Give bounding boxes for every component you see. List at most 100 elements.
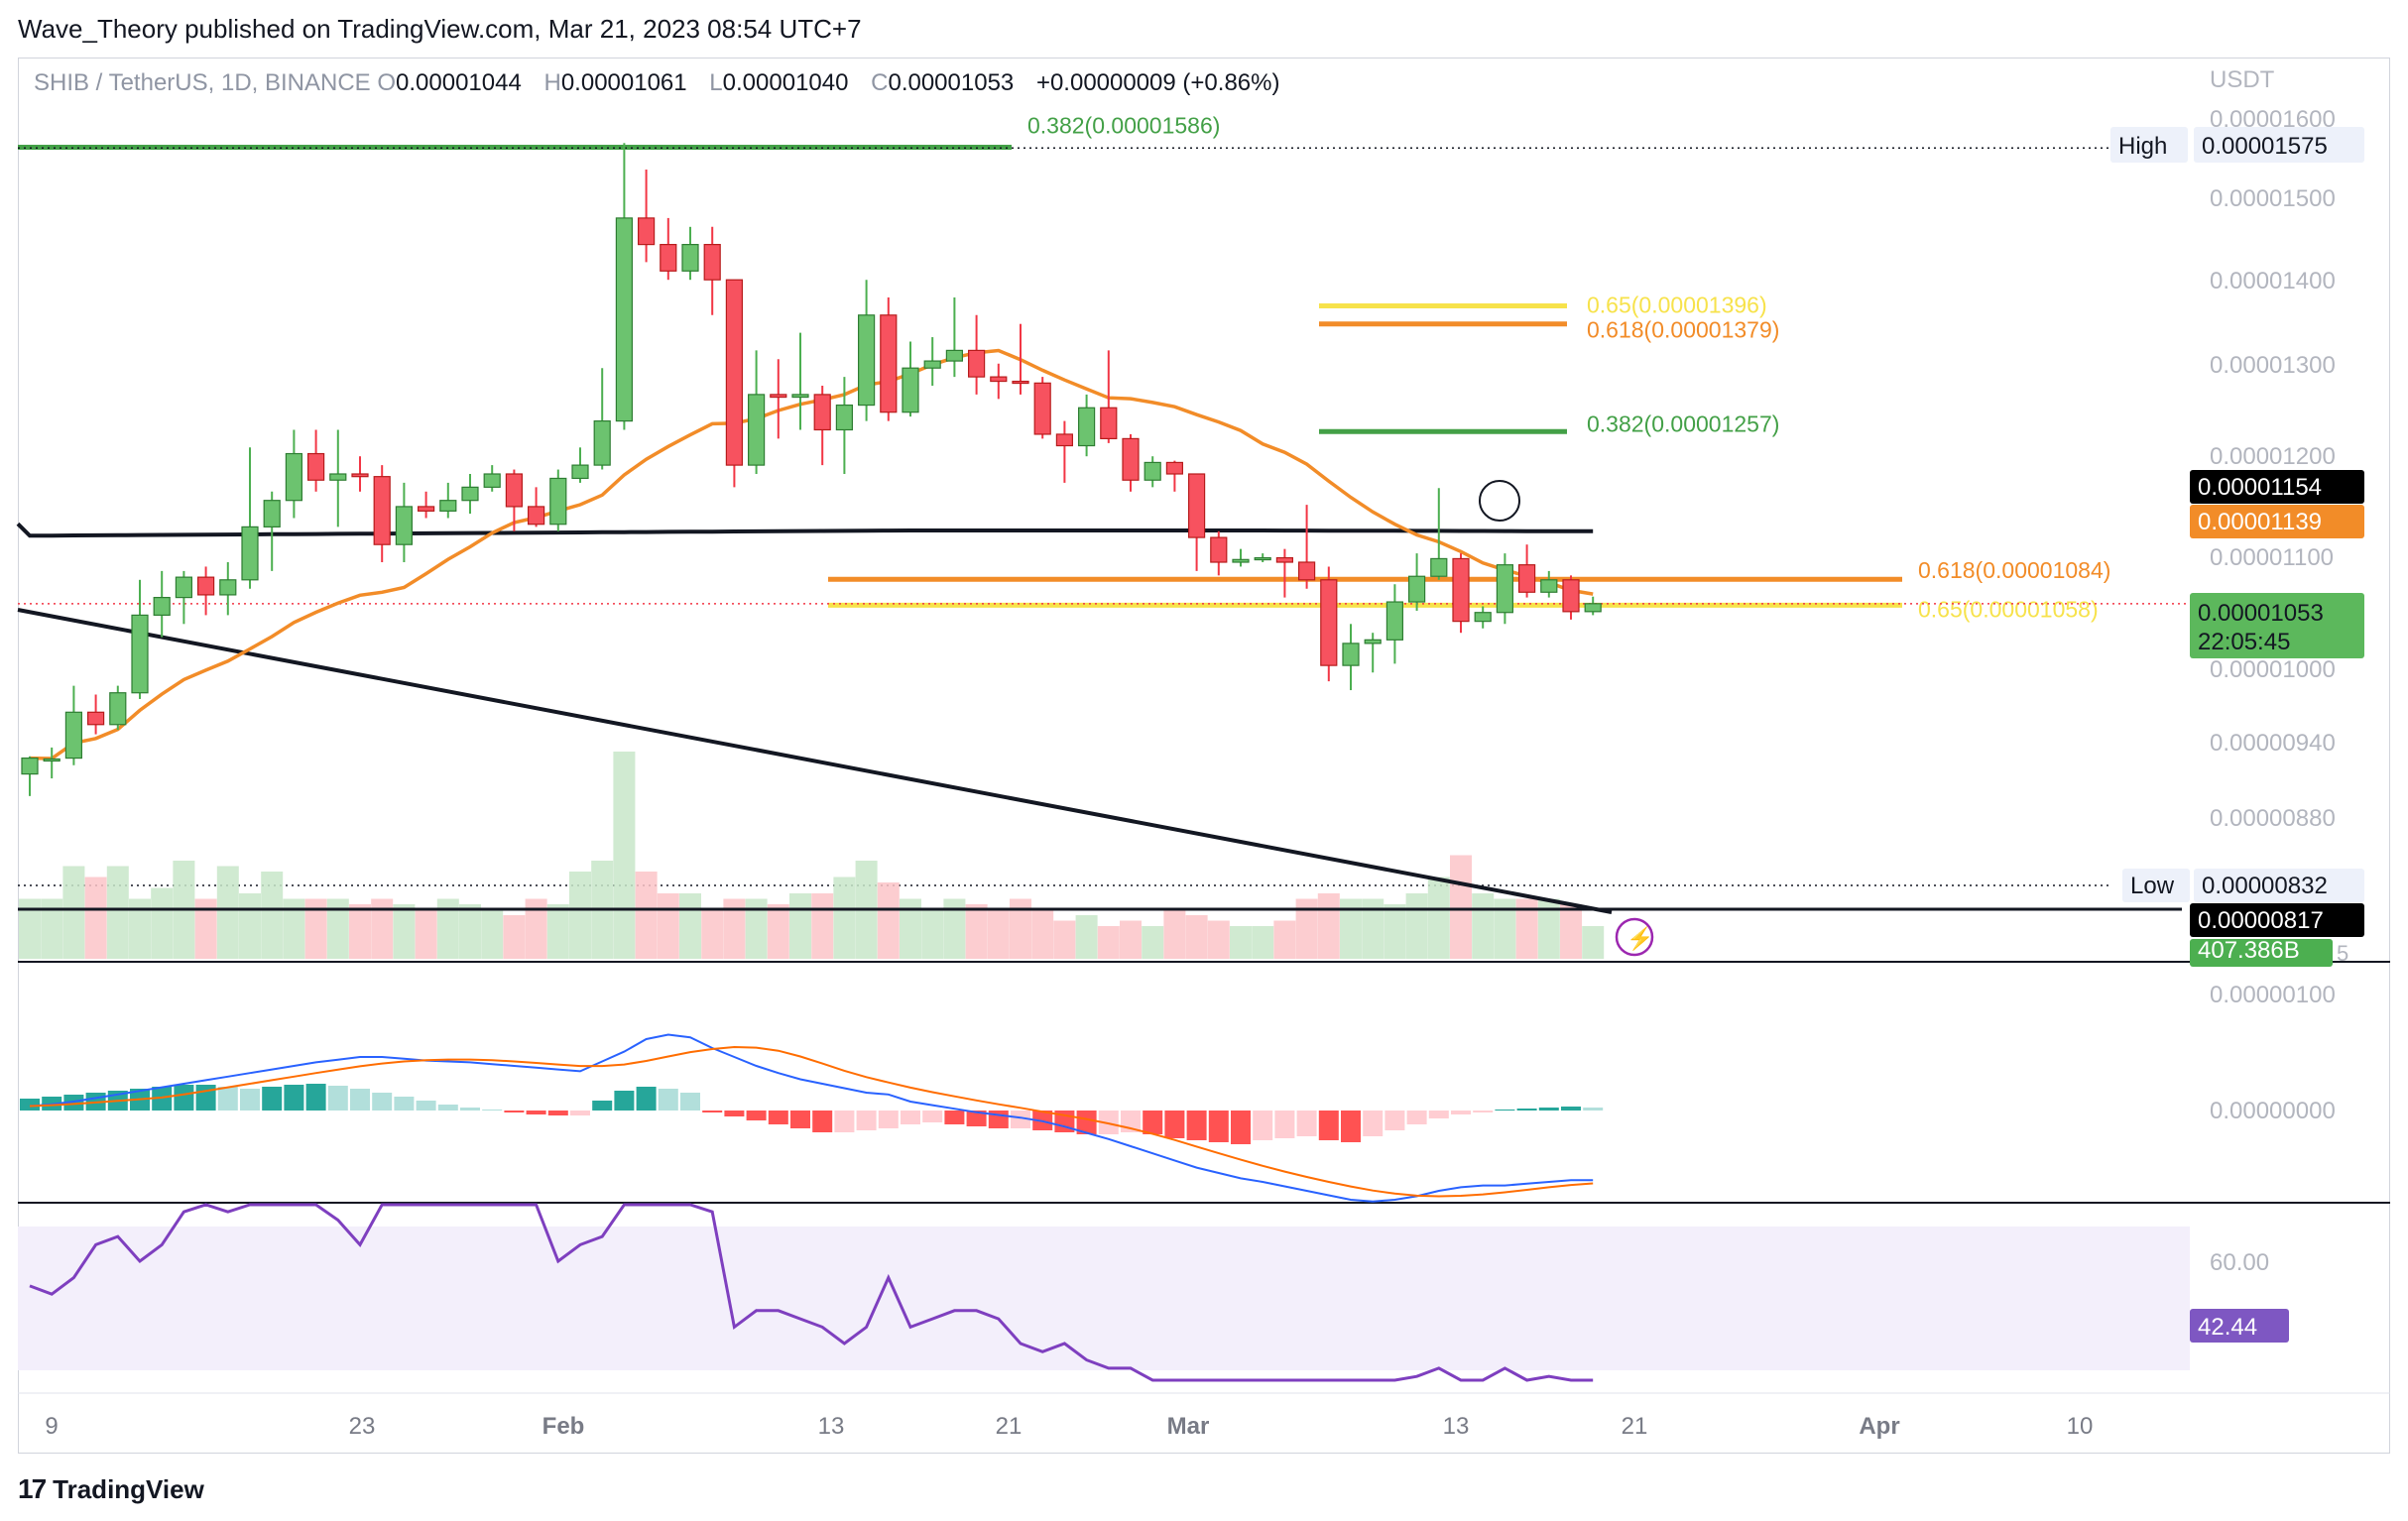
open-value: 0.00001044: [396, 69, 522, 96]
volume-bar: [393, 904, 416, 959]
volume-bar: [436, 898, 459, 959]
candle-body: [86, 711, 105, 726]
price-tick-label: 0.00000880: [2210, 805, 2336, 832]
x-tick-label: 10: [2067, 1413, 2094, 1440]
macd-histogram-bar: [1451, 1111, 1471, 1114]
candle-body: [770, 394, 787, 399]
x-tick-label: Apr: [1859, 1413, 1899, 1440]
chart-frame: [18, 58, 2390, 1454]
volume-bar: [62, 866, 85, 959]
ema50-price-tag: [2190, 505, 2364, 538]
candle-body: [1100, 407, 1118, 439]
candle-body: [902, 367, 919, 413]
macd-histogram-bar: [790, 1111, 810, 1128]
candle-body: [549, 477, 567, 526]
volume-bar: [1120, 920, 1142, 959]
candle-body: [263, 500, 281, 528]
volume-bar: [1185, 915, 1208, 959]
volume-bar: [151, 887, 174, 959]
volume-bar: [1317, 893, 1340, 959]
candle-body: [1517, 564, 1536, 593]
fib-level-label: 0.65(0.00001396): [1587, 292, 1767, 318]
support-price-tag: [2190, 903, 2364, 937]
candle-body: [64, 711, 83, 760]
candle-body: [307, 452, 325, 481]
macd-histogram-bar: [504, 1111, 525, 1112]
candle-body: [1407, 575, 1426, 603]
tradingview-footer: 17 TradingView: [18, 1473, 204, 1505]
high-value-tag: [2194, 127, 2364, 163]
candle-body: [109, 692, 127, 726]
ma200-price-tag-text: 0.00001154: [2198, 474, 2322, 501]
candle-body: [660, 244, 677, 272]
volume-bar: [1560, 904, 1582, 959]
candle-body: [1385, 601, 1404, 641]
low-value-tag: [2194, 869, 2364, 902]
volume-bar: [481, 909, 504, 959]
candle-body: [1012, 380, 1029, 385]
volume-bar: [1163, 909, 1186, 959]
candle-body: [131, 614, 149, 694]
candle-body: [43, 758, 60, 762]
price-tick-label: 0.00001000: [2210, 656, 2336, 683]
symbol-name[interactable]: SHIB / TetherUS, 1D, BINANCE: [34, 69, 371, 96]
ema50-line: [29, 348, 1594, 760]
volume-bar: [1450, 855, 1472, 959]
price-tick-label: 0.00001400: [2210, 268, 2336, 294]
rsi-value-tag: [2190, 1309, 2289, 1343]
candle-body: [571, 464, 589, 480]
volume-bar: [415, 909, 437, 959]
price-axis-unit: USDT: [2210, 66, 2275, 93]
macd-histogram-bar: [901, 1111, 920, 1124]
low-tag: [2122, 869, 2190, 902]
volume-bar: [745, 898, 768, 959]
macd-histogram-bar: [350, 1089, 370, 1111]
volume-bar: [679, 893, 701, 959]
volume-bar: [1252, 926, 1274, 959]
macd-histogram-bar: [416, 1101, 436, 1111]
volume-bar: [41, 898, 63, 959]
volume-bar: [326, 898, 349, 959]
macd-histogram-bar: [284, 1085, 304, 1111]
macd-line: [29, 1033, 1594, 1203]
candle-body: [1210, 536, 1228, 563]
volume-bar: [546, 904, 569, 959]
fib-level-label: 0.65(0.00001058): [1918, 596, 2099, 622]
candle-body: [747, 394, 766, 466]
volume-bar: [1075, 915, 1098, 959]
x-tick-label: 21: [1622, 1413, 1648, 1440]
last-price-tag: [2190, 593, 2364, 658]
macd-histogram-bar: [1583, 1108, 1604, 1111]
change-value: +0.00000009 (+0.86%): [1035, 69, 1280, 96]
candle-body: [1144, 461, 1161, 481]
x-tick-label: 9: [45, 1413, 58, 1440]
low-tag-text: Low: [2130, 873, 2175, 899]
macd-histogram-bar: [746, 1111, 767, 1120]
candle-body: [813, 394, 831, 431]
price-tick-label: 0.00001200: [2210, 443, 2336, 470]
candle-body: [461, 486, 479, 502]
volume-bar: [1472, 893, 1495, 959]
volume-bar: [789, 893, 811, 959]
candle-body: [1364, 639, 1382, 644]
volume-bar: [216, 866, 239, 959]
publish-byline: Wave_Theory published on TradingView.com…: [18, 14, 862, 44]
macd-histogram-bar: [174, 1085, 194, 1111]
symbol-legend: SHIB / TetherUS, 1D, BINANCE O0.00001044…: [34, 69, 1279, 97]
volume-bar: [1031, 909, 1054, 959]
volume-tag: [2190, 939, 2333, 967]
candle-body: [791, 394, 809, 399]
lightning-icon: [1615, 917, 1654, 957]
macd-signal-line: [29, 1045, 1594, 1198]
macd-histogram-bar: [724, 1111, 745, 1116]
volume-bar: [1427, 877, 1450, 959]
price-tick-label: 0.00000940: [2210, 730, 2336, 757]
candle-body: [1540, 579, 1558, 593]
candle-body: [1452, 557, 1470, 623]
candle-body: [880, 314, 898, 413]
macd-histogram-bar: [305, 1084, 326, 1111]
macd-histogram-bar: [394, 1097, 415, 1111]
candle-body: [593, 420, 611, 466]
countdown-text: 22:05:45: [2198, 629, 2290, 655]
